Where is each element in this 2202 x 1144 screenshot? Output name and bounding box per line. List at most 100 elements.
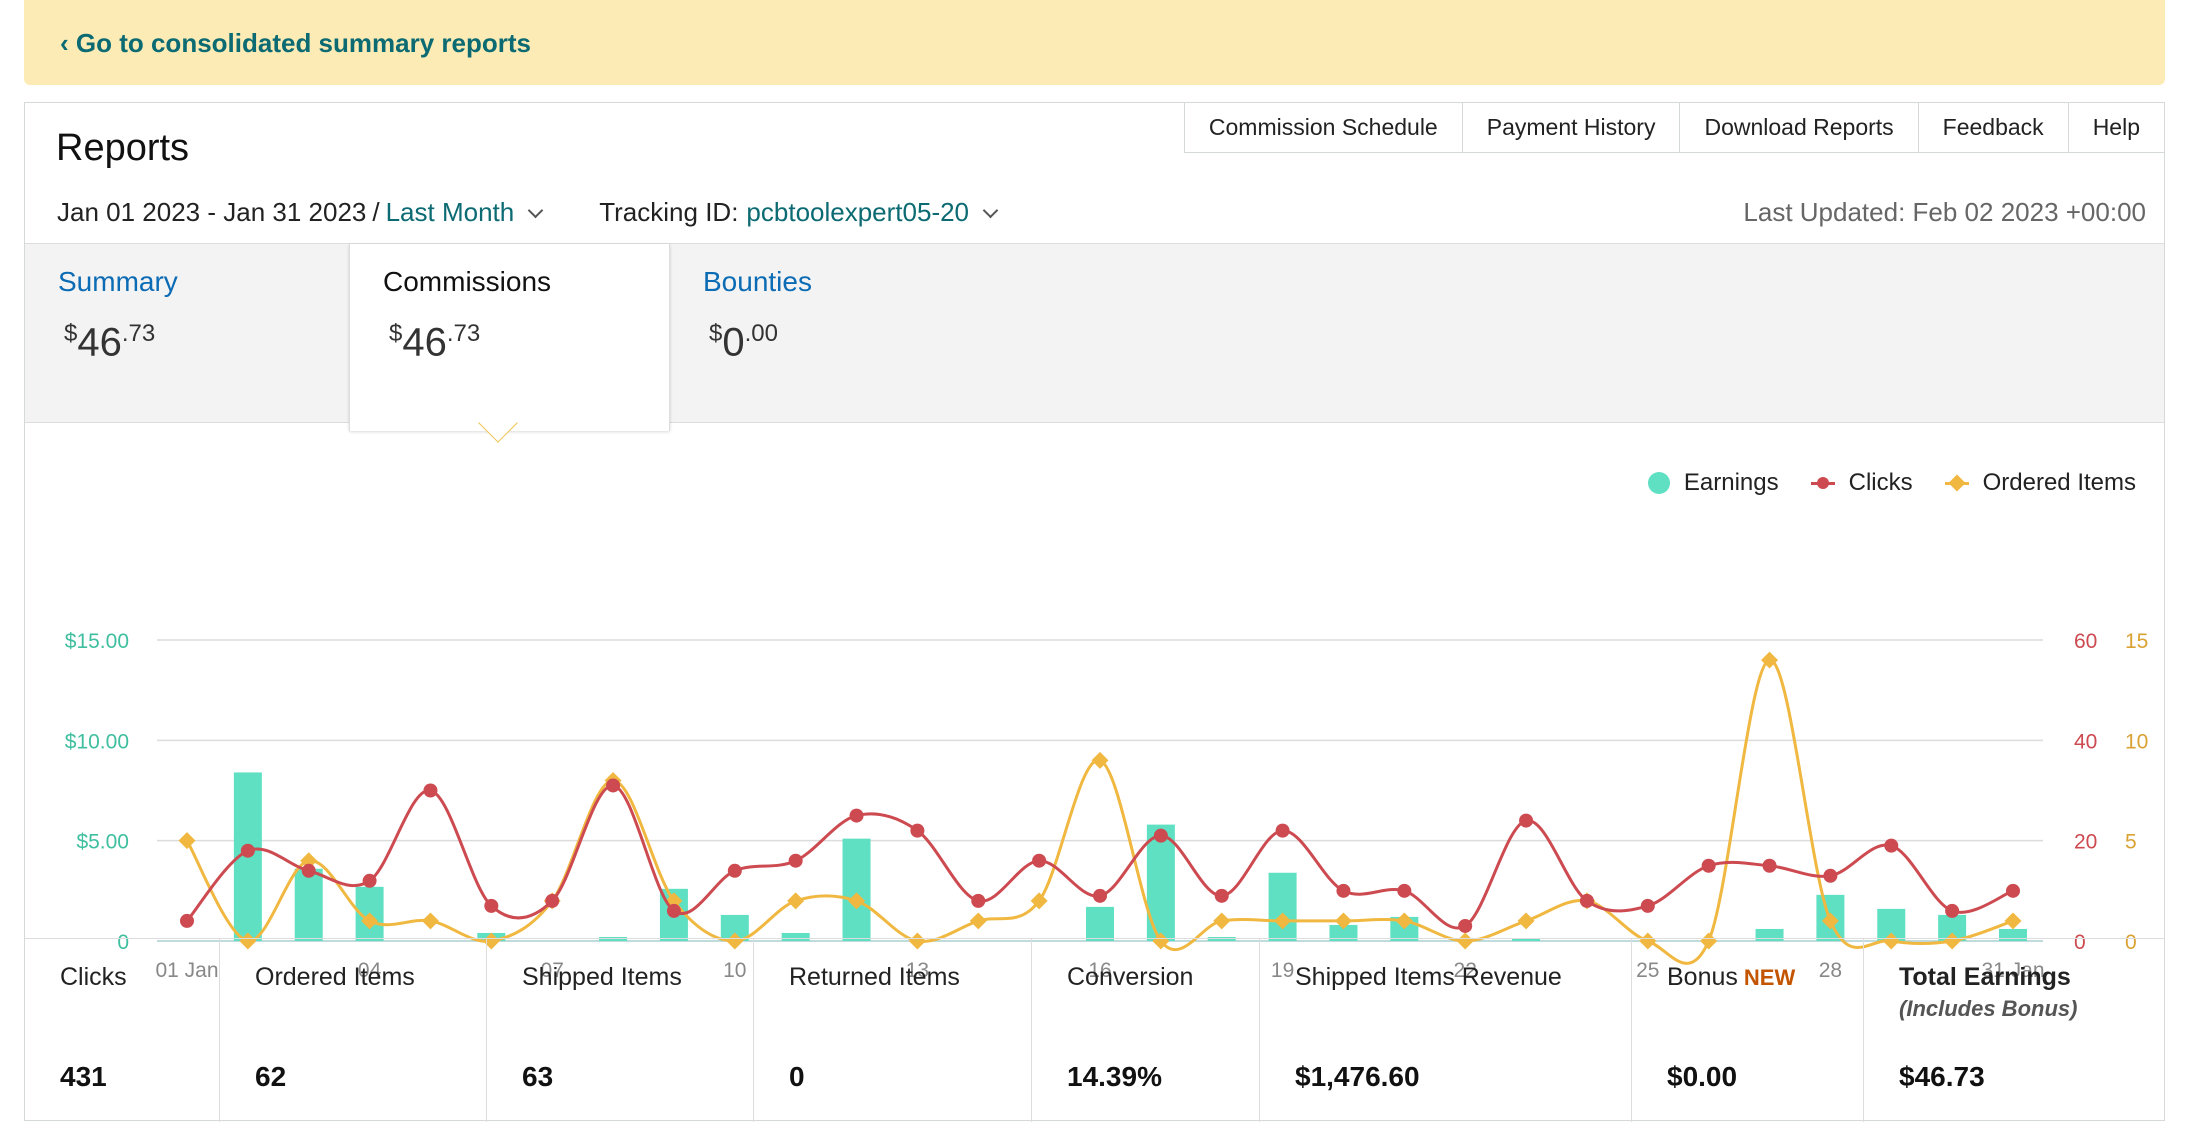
clicks-point [1945,903,1960,918]
clicks-point [545,893,560,908]
y-ordered-tick-label: 10 [2125,730,2148,753]
x-tick-label: 31 Jan [1981,959,2044,982]
ordered-items-point [2004,912,2022,930]
clicks-point [1640,898,1655,913]
tab-feedback[interactable]: Feedback [1917,103,2068,153]
stats-row: Clicks 431 Ordered Items 62 Shipped Item… [25,938,2164,1122]
ordered-legend-swatch [1944,474,1969,491]
tab-payment-history[interactable]: Payment History [1461,103,1680,153]
bounties-amount: $0.00 [709,320,778,365]
stat-ordered-items: Ordered Items 62 [220,939,487,1122]
stat-value: $0.00 [1667,1061,1738,1092]
tab-help[interactable]: Help [2067,103,2164,153]
ordered-items-point [787,892,805,910]
stat-value: 14.39% [1067,1061,1162,1092]
clicks-point [180,913,194,928]
date-range-preset: Last Month [385,197,515,227]
legend-clicks[interactable]: Clicks [1810,469,1913,497]
summary-tab-summary[interactable]: Summary $46.73 [25,244,346,424]
ordered-items-point [848,892,866,910]
legend-earnings[interactable]: Earnings [1647,469,1779,497]
consolidated-summary-link[interactable]: ‹ Go to consolidated summary reports [60,28,531,58]
stat-total-earnings: Total Earnings (Includes Bonus) $46.73 [1864,939,2164,1122]
earnings-chart: 0 0 0 $5.00 20 5 $10.00 40 10 $15.00 60 15 01 Jan 04 0… [65,630,2149,982]
stat-label: Bonus NEW [1667,963,1796,991]
stat-value: 431 [60,1061,107,1092]
filter-row: Jan 01 2023 - Jan 31 2023 / Last Month T… [57,197,999,228]
x-tick-label: 22 [1454,959,1477,982]
stat-returned-items: Returned Items 0 [754,939,1032,1122]
stat-shipped-items: Shipped Items 63 [487,939,754,1122]
ordered-items-point [726,932,744,950]
clicks-point [1214,888,1229,903]
stat-label: Shipped Items Revenue [1295,963,1562,991]
clicks-point [606,778,621,793]
y-left-tick-label: 0 [117,931,129,954]
tab-commission-schedule[interactable]: Commission Schedule [1183,103,1462,153]
stat-label: Total Earnings [1899,963,2071,991]
legend-ordered[interactable]: Ordered Items [1944,469,2136,497]
stat-conversion: Conversion 14.39% [1032,939,1260,1122]
stat-label: Shipped Items [522,963,682,991]
stat-value: $1,476.60 [1295,1061,1420,1092]
x-tick-label: 16 [1088,959,1111,982]
ordered-items-point [1943,932,1961,950]
clicks-point [727,863,742,878]
y-clicks-tick-label: 20 [2074,831,2097,854]
y-ordered-tick-label: 15 [2125,630,2148,653]
stat-shipped-revenue: Shipped Items Revenue $1,476.60 [1260,939,1632,1122]
chart-legend: Earnings Clicks Ordered Items [1616,469,2136,497]
ordered-items-point [300,852,318,870]
ordered-items-point [908,932,926,950]
y-ordered-tick-label: 5 [2125,831,2137,854]
ordered-items-point [1517,912,1535,930]
ordered-items-point [1030,892,1048,910]
legend-ordered-label: Ordered Items [1982,469,2136,496]
legend-earnings-label: Earnings [1683,469,1779,496]
summary-tab-bounties[interactable]: Bounties $0.00 [670,244,991,424]
ordered-items-point [178,832,196,850]
chevron-down-icon [982,202,999,219]
summary-tabs: Summary $46.73 Commissions $46.73 Bounti… [25,243,2164,431]
clicks-point [910,823,925,838]
ordered-items-point [482,932,500,950]
clicks-point [1275,823,1290,838]
page-title: Reports [56,127,190,169]
x-tick-label: 04 [358,959,382,982]
x-tick-label: 10 [723,959,746,982]
earnings-bar [1999,928,2027,941]
clicks-point [1701,858,1716,873]
stat-clicks: Clicks 431 [25,939,220,1122]
ordered-items-point [421,912,439,930]
ordered-items-point [1152,932,1170,950]
stat-bonus: Bonus NEW $0.00 [1632,939,1864,1122]
stat-label: Ordered Items [255,963,415,991]
x-tick-label: 13 [906,959,929,982]
clicks-point [1032,853,1047,868]
ordered-items-point [1639,932,1657,950]
stat-value: 63 [522,1061,554,1092]
clicks-line [185,783,2014,930]
summary-tab-commissions[interactable]: Commissions $46.73 [349,244,670,431]
ordered-items-point [1700,932,1718,950]
top-nav-tabs: Commission Schedule Payment History Down… [1183,103,2164,153]
clicks-point [666,903,681,918]
tracking-id-dropdown[interactable]: pcbtoolexpert05-20 [746,197,999,228]
clicks-point [971,893,986,908]
earnings-bar [1755,928,1784,941]
legend-clicks-label: Clicks [1848,469,1913,496]
clicks-point [1519,813,1534,828]
summary-amount: $46.73 [64,320,156,365]
date-range-dropdown[interactable]: Last Month [385,197,544,228]
clicks-point [1579,893,1594,908]
tab-download-reports[interactable]: Download Reports [1679,103,1918,153]
new-badge: NEW [1743,965,1796,990]
x-tick-label: 28 [1819,959,1842,982]
commissions-amount: $46.73 [389,320,481,365]
y-left-tick-label: $15.00 [65,630,129,653]
clicks-point [240,843,255,858]
summary-tab-label: Summary [58,266,178,297]
stat-label: Returned Items [789,963,960,991]
clicks-point [1884,838,1899,853]
tracking-id-value: pcbtoolexpert05-20 [746,197,970,227]
